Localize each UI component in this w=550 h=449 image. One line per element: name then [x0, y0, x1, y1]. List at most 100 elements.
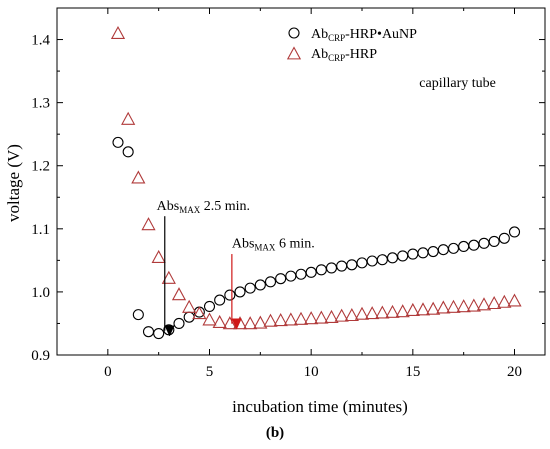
data-point [131, 170, 146, 184]
data-point [375, 305, 390, 319]
data-point [153, 327, 165, 340]
data-point [295, 268, 307, 280]
data-point [314, 310, 329, 324]
legend-marker [288, 27, 300, 39]
annotation-text: capillary tube [419, 76, 496, 91]
data-point [110, 25, 126, 40]
data-point [488, 235, 500, 247]
data-point [405, 302, 420, 316]
legend-label: AbCRP-HRP•AuNP [311, 27, 417, 43]
data-point [324, 309, 339, 323]
data-point [192, 306, 207, 320]
data-point [212, 314, 227, 328]
legend-label: AbCRP-HRP [311, 47, 377, 63]
data-point [202, 312, 217, 326]
y-tick-label: 1.1 [31, 222, 50, 238]
annotation-label: AbsMAX 6 min. [232, 237, 315, 253]
x-tick-label: 10 [304, 364, 319, 380]
y-tick-label: 1.0 [31, 285, 50, 301]
data-point [466, 298, 481, 312]
data-point [507, 293, 522, 307]
data-point [243, 316, 258, 330]
plot-frame [56, 7, 546, 356]
data-point [234, 286, 246, 298]
y-axis-label: voltage (V) [4, 144, 23, 222]
data-point [397, 250, 409, 262]
series-circles [112, 136, 521, 340]
panel-label: (b) [265, 425, 285, 441]
data-point [508, 226, 521, 238]
data-point [385, 304, 400, 318]
data-point [446, 299, 461, 313]
data-point [346, 259, 358, 271]
data-point [478, 237, 490, 249]
data-point [487, 295, 502, 310]
data-point [173, 317, 185, 330]
data-point [214, 294, 226, 306]
data-series [110, 25, 522, 340]
data-point [273, 313, 288, 327]
data-point [476, 297, 492, 311]
data-point [344, 307, 359, 322]
data-point [253, 315, 268, 329]
y-tick-label: 1.4 [31, 33, 50, 49]
annotation-label: AbsMAX 2.5 min. [157, 199, 250, 215]
axes-frame: 0 5 10 15 20 0.9 1.0 1.1 1.2 1.3 1.4 [31, 7, 546, 380]
x-tick-label: 15 [405, 364, 420, 380]
data-point [141, 217, 156, 231]
data-point [121, 111, 136, 125]
data-point [356, 257, 368, 269]
data-point [458, 240, 470, 253]
legend-entry: AbCRP-HRP•AuNP [288, 27, 417, 43]
data-point [132, 309, 144, 321]
data-point [415, 302, 431, 316]
data-point [497, 294, 512, 308]
data-point [305, 266, 317, 278]
series-triangles [110, 25, 522, 330]
data-point [293, 311, 309, 325]
data-point [142, 326, 155, 338]
data-point [386, 252, 399, 264]
data-point [224, 289, 236, 301]
legend-entry: AbCRP-HRP [286, 46, 377, 63]
data-point [254, 279, 266, 291]
data-point [436, 300, 451, 314]
data-point [427, 245, 439, 258]
data-point [447, 242, 460, 254]
data-point [161, 270, 176, 284]
x-axis-label: incubation time (minutes) [232, 397, 408, 416]
legend: AbCRP-HRP•AuNP AbCRP-HRP [286, 27, 417, 63]
data-point [182, 299, 197, 313]
data-point [366, 255, 378, 267]
data-point [122, 146, 134, 158]
x-tick-label: 5 [206, 364, 214, 380]
data-point [354, 306, 370, 320]
data-point [417, 247, 429, 259]
data-point [244, 282, 256, 294]
data-point [426, 301, 441, 315]
data-point [334, 308, 349, 322]
data-point [315, 264, 327, 276]
y-tick-label: 0.9 [31, 348, 50, 364]
y-tick-label: 1.3 [31, 96, 50, 112]
data-point [183, 311, 195, 323]
data-point [437, 244, 449, 256]
annotations: capillary tube AbsMAX 2.5 min. AbsMAX 6 mi… [157, 76, 496, 331]
data-point [376, 254, 388, 266]
data-point [407, 248, 419, 260]
legend-marker [286, 46, 302, 60]
data-point [112, 136, 124, 148]
data-point [203, 300, 216, 312]
data-point [283, 312, 298, 326]
data-point [171, 287, 187, 301]
data-point [263, 313, 278, 327]
data-point [275, 273, 287, 285]
data-point [336, 260, 348, 272]
data-point [498, 232, 510, 244]
data-point [468, 239, 480, 251]
data-point [456, 299, 471, 313]
data-point [365, 306, 380, 320]
data-point [304, 311, 319, 325]
data-point [151, 249, 166, 264]
